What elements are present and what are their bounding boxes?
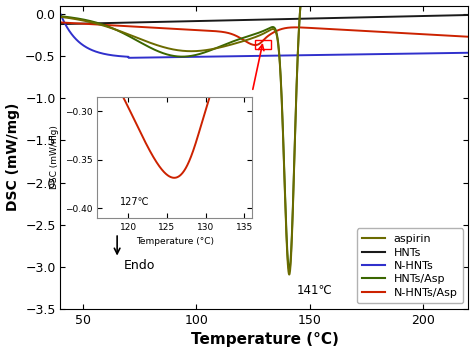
N-HNTs/Asp (78, 22, 84, 26)
N-HNTs (454, 51, 460, 55)
HNTs (379, 15, 384, 19)
N-HNTs/Asp (256, 42, 262, 46)
aspirin (78, 18, 84, 22)
HNTs/Asp (256, 31, 262, 35)
X-axis label: Temperature (°C): Temperature (°C) (191, 333, 338, 347)
HNTs (245, 18, 251, 22)
HNTs (454, 13, 459, 17)
Line: HNTs/Asp: HNTs/Asp (61, 0, 468, 270)
HNTs/Asp (286, 268, 292, 272)
Y-axis label: DSC (mW/mg): DSC (mW/mg) (6, 103, 19, 211)
HNTs (454, 13, 459, 17)
N-HNTs (379, 52, 385, 56)
aspirin (286, 273, 292, 277)
HNTs/Asp (245, 34, 251, 38)
aspirin (58, 15, 64, 19)
Bar (255, 40, 271, 49)
HNTs/Asp (58, 14, 64, 18)
Line: aspirin: aspirin (61, 0, 468, 275)
N-HNTs/Asp (58, 20, 64, 24)
HNTs (256, 18, 262, 22)
Text: 141℃: 141℃ (296, 284, 332, 297)
Line: HNTs: HNTs (61, 15, 468, 24)
aspirin (245, 37, 251, 42)
N-HNTs (58, 12, 64, 16)
Line: N-HNTs/Asp: N-HNTs/Asp (61, 22, 468, 45)
N-HNTs (454, 51, 459, 55)
HNTs (58, 22, 64, 26)
aspirin (256, 34, 262, 38)
N-HNTs/Asp (465, 35, 471, 39)
N-HNTs/Asp (454, 34, 459, 38)
Legend: aspirin, HNTs, N-HNTs, HNTs/Asp, N-HNTs/Asp: aspirin, HNTs, N-HNTs, HNTs/Asp, N-HNTs/… (357, 228, 463, 304)
Text: Endo: Endo (124, 258, 155, 271)
HNTs (465, 13, 471, 17)
N-HNTs (256, 54, 262, 58)
N-HNTs/Asp (252, 43, 258, 47)
N-HNTs (465, 50, 471, 55)
N-HNTs (246, 54, 251, 58)
N-HNTs (126, 56, 131, 60)
HNTs/Asp (78, 17, 84, 21)
N-HNTs/Asp (245, 41, 251, 45)
N-HNTs (78, 42, 84, 46)
N-HNTs/Asp (379, 30, 385, 34)
HNTs (78, 22, 84, 26)
N-HNTs/Asp (454, 34, 460, 38)
Line: N-HNTs: N-HNTs (61, 14, 468, 58)
